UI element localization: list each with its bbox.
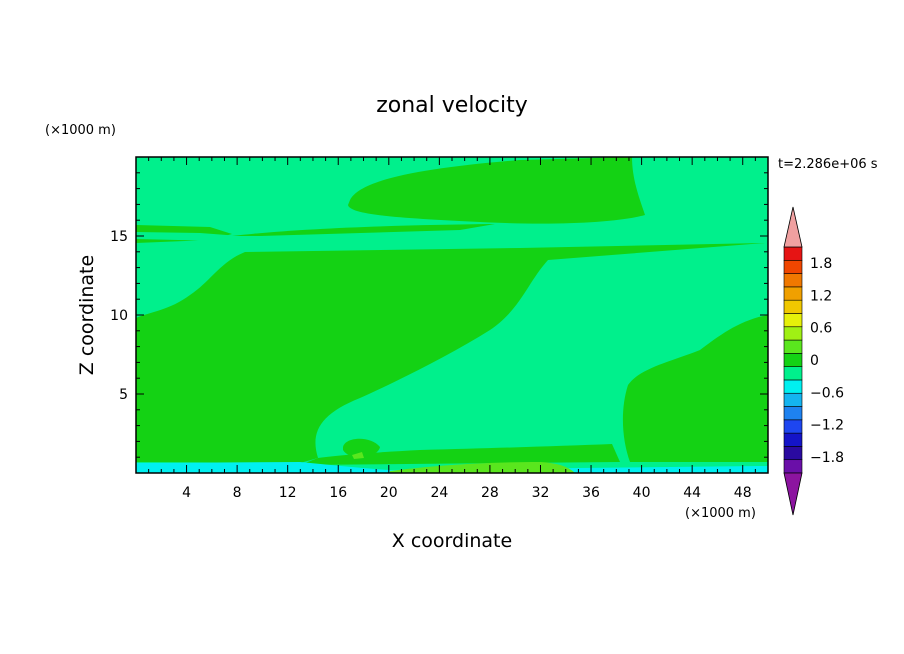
colorbar-swatch [783, 299, 803, 314]
y-tick-label: 10 [110, 308, 128, 324]
colorbar-swatch [783, 379, 803, 394]
colorbar-swatch [783, 432, 803, 447]
colorbar-swatch [783, 446, 803, 461]
positive-region-right [622, 315, 768, 462]
y-axis-label: Z coordinate [76, 255, 98, 375]
colorbar-swatch [783, 286, 803, 301]
x-tick-label: 40 [633, 485, 651, 501]
y-tick-label: 5 [119, 387, 128, 403]
positive-region-lower [300, 444, 620, 465]
colorbar-swatch [783, 419, 803, 434]
colorbar-swatch [783, 406, 803, 421]
colorbar-swatch [783, 366, 803, 381]
colorbar-over-arrow [783, 206, 803, 248]
colorbar-tick-label: 0 [810, 353, 819, 369]
x-tick-label: 4 [182, 485, 191, 501]
positive-region-top [348, 157, 645, 224]
colorbar-tick-label: −1.2 [810, 418, 844, 434]
y-tick-label: 15 [110, 229, 128, 245]
chart-title: zonal velocity [376, 93, 528, 118]
x-tick-label: 48 [734, 485, 752, 501]
contour-field [136, 157, 768, 473]
colorbar-swatch [783, 353, 803, 367]
x-tick-label: 20 [380, 485, 398, 501]
colorbar-swatch [783, 459, 803, 474]
colorbar-swatch [783, 273, 803, 288]
colorbar: 1.8 1.2 0.6 0 −0.6 −1.2 −1.8 [783, 206, 844, 516]
colorbar-swatch [783, 246, 803, 261]
x-tick-label: 12 [279, 485, 297, 501]
colorbar-tick-label: 1.2 [810, 288, 832, 304]
surface-strip-positive [390, 462, 575, 473]
band-gap [136, 232, 765, 243]
colorbar-swatch [783, 313, 803, 328]
colorbar-swatch [783, 392, 803, 407]
x-tick-label: 24 [430, 485, 448, 501]
time-label: t=2.286e+06 s [778, 157, 878, 172]
colorbar-tick-label: 0.6 [810, 321, 832, 337]
colorbar-tick-label: −1.8 [810, 450, 844, 466]
positive-region-main [136, 243, 765, 463]
x-axis-label: X coordinate [392, 530, 512, 552]
small-blob-core [352, 452, 364, 459]
x-tick-label: 44 [683, 485, 701, 501]
colorbar-swatch [783, 339, 803, 354]
colorbar-tick-label: −0.6 [810, 385, 844, 401]
positive-tongue-top [232, 224, 495, 236]
y-unit-label: (×1000 m) [45, 123, 116, 138]
colorbar-tick-label: 1.8 [810, 256, 832, 272]
x-tick-label: 32 [532, 485, 550, 501]
small-blob [343, 438, 380, 458]
x-tick-label: 16 [329, 485, 347, 501]
colorbar-swatch [783, 326, 803, 341]
surface-strip-negative [136, 462, 768, 473]
x-tick-label: 8 [233, 485, 242, 501]
colorbar-under-arrow [783, 472, 803, 516]
x-tick-label: 36 [582, 485, 600, 501]
x-tick-label: 28 [481, 485, 499, 501]
colorbar-swatch [783, 259, 803, 274]
x-unit-label: (×1000 m) [685, 506, 756, 521]
